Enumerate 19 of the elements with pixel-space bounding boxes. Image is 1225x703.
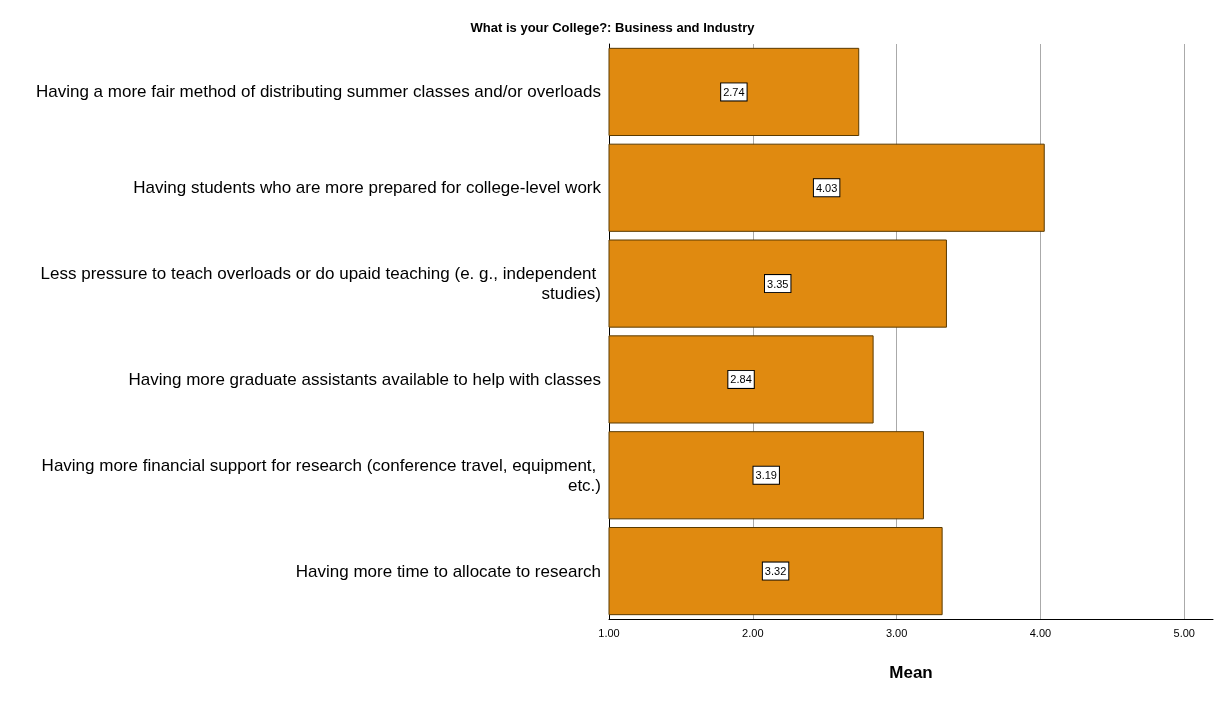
data-label: 3.19 (755, 469, 777, 482)
y-tick-label: Having students who are more prepared for college-level work (133, 178, 602, 198)
x-tick-label: 4.00 (1029, 626, 1052, 639)
x-tick-label: 2.00 (742, 626, 764, 639)
x-tick-label: 5.00 (1173, 626, 1195, 639)
chart-title: What is your College?: Business and Industry (470, 20, 756, 35)
y-tick-label: Having more graduate assistants available to help with classes (128, 369, 601, 389)
data-label: 3.32 (764, 565, 787, 578)
x-tick-label: 3.00 (885, 626, 908, 639)
data-label: 2.84 (730, 373, 752, 386)
y-tick-label: Less pressure to teach overloads or do upaid teaching (e. g., independent studies) (40, 264, 601, 304)
data-label: 2.74 (723, 85, 745, 98)
y-tick-label: Having more time to allocate to research (295, 561, 601, 581)
data-label: 3.35 (767, 277, 789, 290)
x-tick-label: 1.00 (598, 626, 620, 639)
x-axis-title: Mean (889, 663, 933, 682)
y-tick-label: Having a more fair method of distributing summer classes and/or overloads (35, 82, 601, 102)
data-label: 4.03 (815, 181, 838, 194)
y-tick-label: Having more financial support for research (conference travel, equipment, etc.) (41, 455, 601, 495)
